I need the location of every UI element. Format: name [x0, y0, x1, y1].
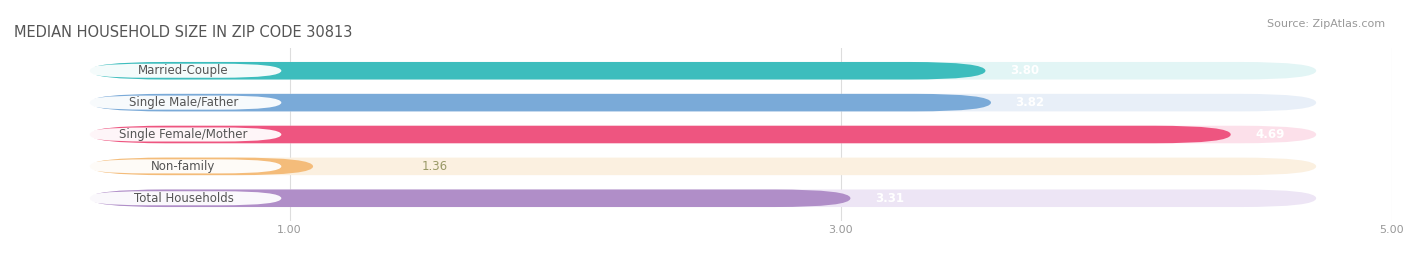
FancyBboxPatch shape — [90, 126, 1230, 143]
Text: 3.31: 3.31 — [875, 192, 904, 205]
FancyBboxPatch shape — [86, 159, 281, 174]
Text: Married-Couple: Married-Couple — [138, 64, 229, 77]
FancyBboxPatch shape — [90, 94, 991, 111]
Text: 1.36: 1.36 — [422, 160, 449, 173]
Text: 3.82: 3.82 — [1015, 96, 1045, 109]
Text: 3.80: 3.80 — [1010, 64, 1039, 77]
FancyBboxPatch shape — [90, 189, 851, 207]
Text: MEDIAN HOUSEHOLD SIZE IN ZIP CODE 30813: MEDIAN HOUSEHOLD SIZE IN ZIP CODE 30813 — [14, 25, 353, 40]
FancyBboxPatch shape — [90, 189, 1316, 207]
Text: Source: ZipAtlas.com: Source: ZipAtlas.com — [1267, 19, 1385, 29]
FancyBboxPatch shape — [90, 126, 1316, 143]
Text: Non-family: Non-family — [152, 160, 215, 173]
FancyBboxPatch shape — [86, 191, 281, 205]
Text: Single Female/Mother: Single Female/Mother — [120, 128, 247, 141]
Text: Single Male/Father: Single Male/Father — [129, 96, 238, 109]
FancyBboxPatch shape — [86, 95, 281, 110]
Text: 4.69: 4.69 — [1256, 128, 1285, 141]
FancyBboxPatch shape — [90, 158, 314, 175]
FancyBboxPatch shape — [86, 128, 281, 141]
Text: Total Households: Total Households — [134, 192, 233, 205]
FancyBboxPatch shape — [90, 62, 1316, 80]
FancyBboxPatch shape — [90, 158, 1316, 175]
FancyBboxPatch shape — [90, 62, 986, 80]
FancyBboxPatch shape — [90, 94, 1316, 111]
FancyBboxPatch shape — [86, 64, 281, 78]
